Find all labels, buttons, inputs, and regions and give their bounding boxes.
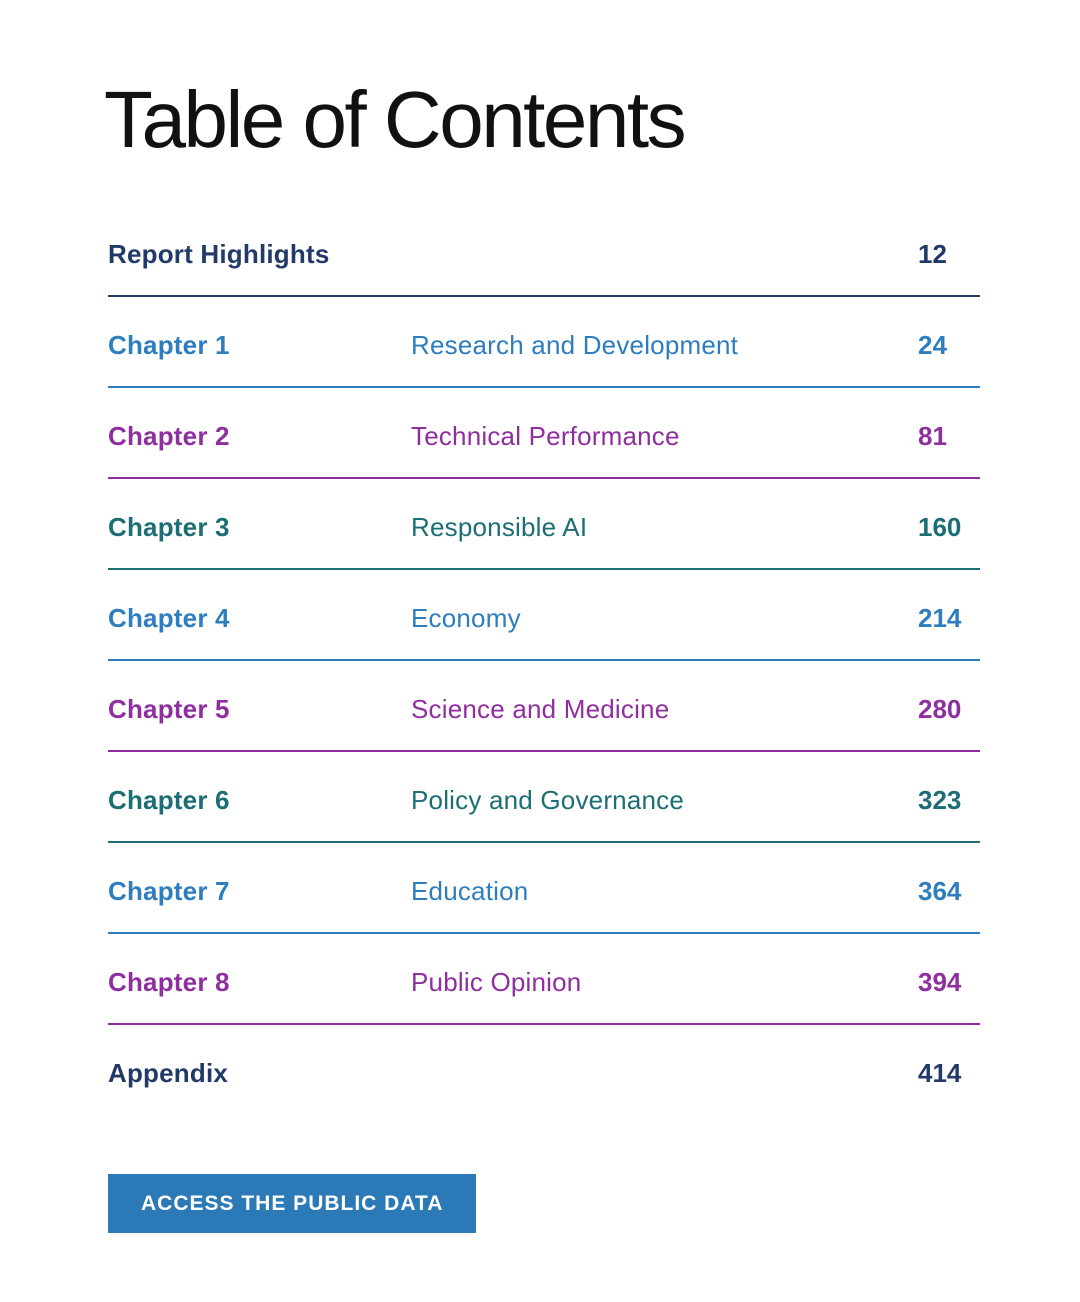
toc-entry-label[interactable]: Chapter 8 <box>108 967 230 997</box>
toc-entry-page: 81 <box>918 421 947 451</box>
toc-row-chapter-6: Chapter 6 Policy and Governance 323 <box>108 752 980 843</box>
toc-entry-title[interactable]: Responsible AI <box>411 512 588 542</box>
toc-row-report-highlights: Report Highlights 12 <box>108 206 980 297</box>
toc-row-chapter-8: Chapter 8 Public Opinion 394 <box>108 934 980 1025</box>
toc-entry-title[interactable]: Public Opinion <box>411 967 582 997</box>
toc-row-chapter-5: Chapter 5 Science and Medicine 280 <box>108 661 980 752</box>
toc-row-chapter-4: Chapter 4 Economy 214 <box>108 570 980 661</box>
access-public-data-button[interactable]: ACCESS THE PUBLIC DATA <box>108 1174 477 1233</box>
page-title: Table of Contents <box>104 75 687 164</box>
toc-entry-title[interactable]: Policy and Governance <box>411 785 685 815</box>
toc-entry-page: 24 <box>918 330 947 360</box>
toc-entry-page: 214 <box>918 603 962 633</box>
toc-entry-page: 364 <box>918 876 962 906</box>
toc-entry-page: 394 <box>918 967 962 997</box>
toc-row-appendix: Appendix 414 <box>108 1025 980 1116</box>
toc-entry-label[interactable]: Chapter 2 <box>108 421 230 451</box>
toc-entry-title[interactable]: Research and Development <box>411 330 739 360</box>
toc-row-chapter-2: Chapter 2 Technical Performance 81 <box>108 388 980 479</box>
toc-entry-title[interactable]: Science and Medicine <box>411 694 670 724</box>
toc-entry-page: 160 <box>918 512 962 542</box>
toc-entry-label[interactable]: Chapter 6 <box>108 785 230 815</box>
toc-entry-page: 12 <box>918 239 947 269</box>
toc-entry-title[interactable]: Technical Performance <box>411 421 680 451</box>
toc-entry-title[interactable]: Education <box>411 876 529 906</box>
toc-entry-label[interactable]: Report Highlights <box>108 239 330 269</box>
toc-content: Table of Contents Report Highlights 12 C… <box>104 75 980 1233</box>
toc-entry-label[interactable]: Chapter 7 <box>108 876 230 906</box>
toc-entry-label[interactable]: Chapter 1 <box>108 330 230 360</box>
toc-row-chapter-7: Chapter 7 Education 364 <box>108 843 980 934</box>
toc-entry-page: 414 <box>918 1058 962 1088</box>
toc-entry-label[interactable]: Chapter 4 <box>108 603 230 633</box>
toc-entry-label[interactable]: Appendix <box>108 1058 229 1088</box>
toc-entry-label[interactable]: Chapter 3 <box>108 512 230 542</box>
toc-entry-label[interactable]: Chapter 5 <box>108 694 230 724</box>
toc-row-chapter-3: Chapter 3 Responsible AI 160 <box>108 479 980 570</box>
toc-entry-page: 280 <box>918 694 962 724</box>
toc-list: Report Highlights 12 Chapter 1 Research … <box>108 206 980 1116</box>
toc-entry-title[interactable]: Economy <box>411 603 521 633</box>
toc-row-chapter-1: Chapter 1 Research and Development 24 <box>108 297 980 388</box>
toc-entry-page: 323 <box>918 785 962 815</box>
